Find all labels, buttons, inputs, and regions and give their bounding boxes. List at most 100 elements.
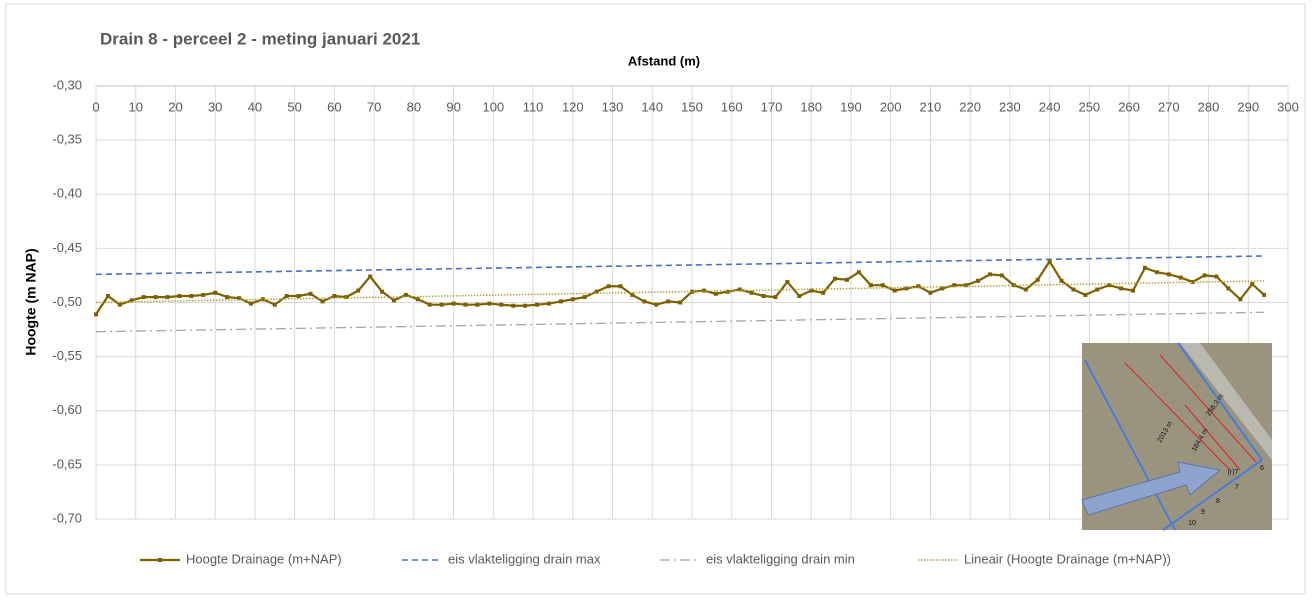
y-tick-label: -0,40 xyxy=(52,186,82,201)
x-tick-label: 70 xyxy=(367,99,381,114)
data-point xyxy=(416,297,420,301)
data-point xyxy=(1024,288,1028,292)
data-point xyxy=(1036,278,1040,282)
data-point xyxy=(1250,282,1254,286)
data-point xyxy=(356,289,360,293)
x-tick-label: 0 xyxy=(92,99,99,114)
data-point xyxy=(750,291,754,295)
data-point xyxy=(1262,293,1266,297)
x-tick-label: 100 xyxy=(482,99,504,114)
page: Drain 8 - perceel 2 - meting januari 202… xyxy=(0,0,1312,601)
data-point xyxy=(893,289,897,293)
data-point xyxy=(297,294,301,298)
data-point xyxy=(511,304,515,308)
x-tick-label: 50 xyxy=(287,99,301,114)
data-point xyxy=(285,294,289,298)
x-tick-label: 240 xyxy=(1039,99,1061,114)
data-point xyxy=(1226,286,1230,290)
inset-map: 258,3 m2013 m184,4 m(r)7678910 xyxy=(1082,343,1272,530)
data-point xyxy=(678,301,682,305)
x-tick-label: 30 xyxy=(208,99,222,114)
data-point xyxy=(452,302,456,306)
data-point xyxy=(547,302,551,306)
data-point xyxy=(94,312,98,316)
data-point xyxy=(225,295,229,299)
x-tick-label: 140 xyxy=(641,99,663,114)
data-point xyxy=(1095,288,1099,292)
x-tick-label: 40 xyxy=(248,99,262,114)
x-tick-label: 280 xyxy=(1198,99,1220,114)
data-point xyxy=(821,291,825,295)
x-tick-label: 270 xyxy=(1158,99,1180,114)
data-point xyxy=(464,303,468,307)
data-point xyxy=(475,303,479,307)
legend-marker xyxy=(158,558,162,562)
legend-label: Hoogte Drainage (m+NAP) xyxy=(186,551,342,566)
legend-label: eis vlakteligging drain max xyxy=(448,551,601,566)
data-point xyxy=(845,278,849,282)
data-point xyxy=(106,294,110,298)
y-tick-label: -0,65 xyxy=(52,456,82,471)
inset-label: 10 xyxy=(1188,520,1196,527)
data-point xyxy=(928,291,932,295)
data-point xyxy=(666,299,670,303)
data-point xyxy=(988,272,992,276)
data-point xyxy=(833,277,837,281)
legend-label: eis vlakteligging drain min xyxy=(706,551,855,566)
x-tick-label: 10 xyxy=(128,99,142,114)
x-tick-label: 220 xyxy=(959,99,981,114)
data-point xyxy=(1060,279,1064,283)
data-point xyxy=(201,293,205,297)
x-tick-label: 80 xyxy=(407,99,421,114)
data-point xyxy=(857,270,861,274)
inset-label: 9 xyxy=(1201,509,1205,516)
x-tick-label: 230 xyxy=(999,99,1021,114)
data-point xyxy=(1167,272,1171,276)
x-tick-label: 290 xyxy=(1237,99,1259,114)
data-point xyxy=(607,284,611,288)
y-tick-label: -0,60 xyxy=(52,402,82,417)
data-point xyxy=(249,302,253,306)
inset-label: 6 xyxy=(1260,465,1264,472)
data-point xyxy=(1143,266,1147,270)
x-tick-label: 90 xyxy=(446,99,460,114)
x-tick-label: 180 xyxy=(800,99,822,114)
x-tick-label: 160 xyxy=(721,99,743,114)
legend-label: Lineair (Hoogte Drainage (m+NAP)) xyxy=(964,551,1171,566)
data-point xyxy=(523,304,527,308)
x-tick-label: 260 xyxy=(1118,99,1140,114)
chart-title: Drain 8 - perceel 2 - meting januari 202… xyxy=(100,29,420,48)
y-axis-title: Hoogte (m NAP) xyxy=(23,248,39,355)
x-tick-label: 200 xyxy=(880,99,902,114)
x-axis-title: Afstand (m) xyxy=(628,53,700,68)
y-tick-label: -0,35 xyxy=(52,132,82,147)
data-point xyxy=(1179,276,1183,280)
data-point xyxy=(797,294,801,298)
data-point xyxy=(869,283,873,287)
data-point xyxy=(118,303,122,307)
data-point xyxy=(559,299,563,303)
y-tick-label: -0,70 xyxy=(52,510,82,525)
x-tick-label: 250 xyxy=(1078,99,1100,114)
data-point xyxy=(166,295,170,299)
data-point xyxy=(618,284,622,288)
data-point xyxy=(213,291,217,295)
y-tick-label: -0,30 xyxy=(52,77,82,92)
data-point xyxy=(154,295,158,299)
data-point xyxy=(487,302,491,306)
data-point xyxy=(380,290,384,294)
data-point xyxy=(142,295,146,299)
data-point xyxy=(1071,288,1075,292)
data-point xyxy=(1203,273,1207,277)
data-point xyxy=(1000,273,1004,277)
data-point xyxy=(309,292,313,296)
x-tick-label: 60 xyxy=(327,99,341,114)
data-point xyxy=(535,303,539,307)
x-tick-label: 120 xyxy=(562,99,584,114)
data-point xyxy=(1214,275,1218,279)
data-point xyxy=(583,295,587,299)
data-point xyxy=(642,299,646,303)
data-point xyxy=(714,292,718,296)
data-point xyxy=(1238,297,1242,301)
x-tick-label: 300 xyxy=(1277,99,1299,114)
